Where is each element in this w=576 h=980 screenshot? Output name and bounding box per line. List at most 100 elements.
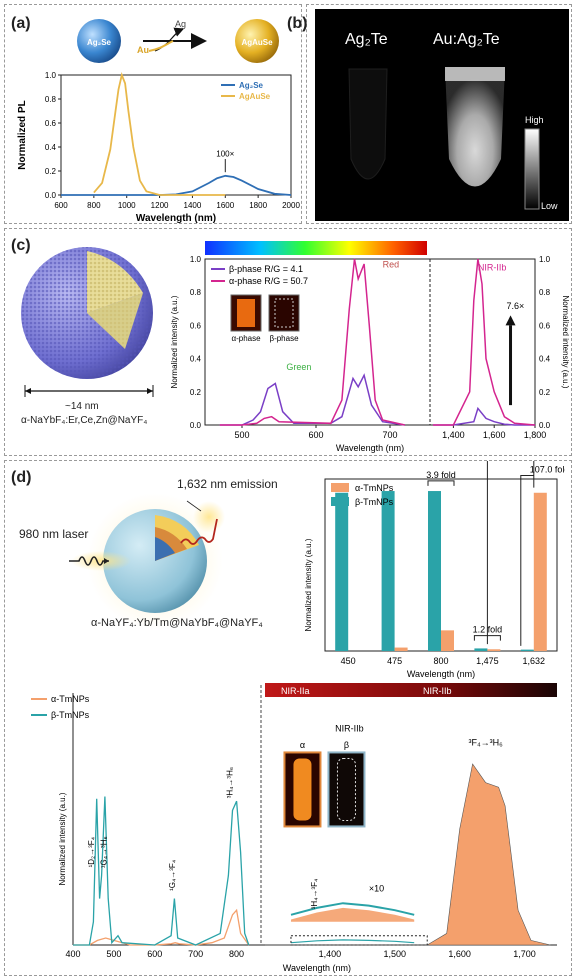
photo-b: Ag₂Te Au:Ag₂Te High Low (315, 9, 569, 221)
zoom-box-d2 (290, 935, 428, 946)
fold-label-c: 7.6× (506, 301, 524, 311)
au-ag2te-title: Au:Ag₂Te (433, 31, 500, 48)
y-axis-title-a: Normalized PL (17, 100, 28, 169)
inset-alpha-label-d2: α (300, 740, 305, 750)
x-tick-label-d2: 600 (147, 949, 162, 959)
bar-alpha-d1 (394, 647, 408, 651)
bar-beta-d1 (335, 492, 349, 651)
x-tick-label-c: 500 (234, 430, 249, 440)
series-line-d2 (73, 908, 250, 946)
x-tick-label-c: 1,800 (524, 430, 547, 440)
inset-title-d2: NIR-IIb (335, 724, 364, 734)
y-tick-label-a: 0.6 (45, 119, 57, 128)
fold-label-d1: 1.2 fold (473, 625, 503, 635)
annotation-label-a: 100× (216, 150, 234, 159)
beta-nir-line-d2 (290, 939, 415, 944)
x-tick-label-d2: 700 (188, 949, 203, 959)
legend-label-d2: α-TmNPs (51, 694, 90, 704)
peak-label-d2: ¹D₂→³F₄ (87, 837, 96, 867)
x-tick-label-d2: 1,600 (448, 949, 471, 959)
bar-beta-d1 (428, 491, 441, 651)
x-tick-label-d1: 475 (387, 656, 402, 666)
agause-sphere (235, 19, 279, 63)
peak-label-d2: ³H₄→³H₆ (225, 767, 234, 798)
x-tick-label-c: 1,400 (442, 430, 465, 440)
y-tick-label-c: 0.8 (190, 288, 202, 297)
x-tick-label-a: 2000 (282, 201, 300, 210)
scale-high: High (525, 115, 544, 125)
panel-d: (d) 1,632 nm emission 980 nm laser α-NaY… (4, 460, 572, 976)
x-tick-label-a: 1200 (151, 201, 169, 210)
y-tick-label-a: 0.4 (45, 143, 57, 152)
panel-a-scheme: Ag₂Se AgAuSe Ag Au (77, 19, 279, 63)
series-line-d2 (73, 796, 250, 946)
y-tick-label-a: 0.2 (45, 167, 57, 176)
tube-au-ag2te (445, 67, 505, 187)
band-label-d2: NIR-IIb (423, 686, 452, 696)
inset-beta-label-c: β-phase (269, 334, 299, 343)
scale-low: Low (541, 201, 558, 211)
inset-beta-label-d2: β (344, 740, 349, 750)
inset-alpha-glow-c (237, 299, 255, 327)
y-axis-title-d2: Normalized intensity (a.u.) (58, 792, 67, 885)
series-line-a (93, 71, 226, 196)
legend-swatch-d1 (331, 483, 349, 492)
laser-wave (69, 556, 109, 566)
legend-label-d1: β-TmNPs (355, 497, 394, 507)
laser-label: 980 nm laser (19, 527, 89, 541)
zoom-alpha-area-d2 (290, 907, 415, 922)
size-label: ~14 nm (65, 401, 99, 412)
legend-label-c: β-phase R/G = 4.1 (229, 264, 303, 274)
nir-band-d2 (265, 683, 557, 697)
x-tick-label-d2: 1,700 (513, 949, 536, 959)
panel-b: Ag₂Te Au:Ag₂Te High Low (b) (287, 4, 572, 224)
inset-beta-d2 (327, 751, 366, 828)
series-line-c (219, 373, 405, 426)
x-tick-label-d1: 800 (433, 656, 448, 666)
nir-label-c: NIR-IIb (478, 263, 507, 273)
nanoparticle-c (21, 247, 154, 397)
color-bar-c (205, 241, 427, 255)
panel-a: (a) Ag₂Se AgAuSe Ag Au 600 800 1000 1200 140… (4, 4, 302, 224)
tube-ag2te (348, 68, 388, 180)
emission-wave (180, 518, 218, 545)
bar-beta-d1 (474, 648, 488, 651)
y-tick-label-a: 1.0 (45, 71, 57, 80)
series-line-c (433, 406, 535, 426)
red-label-c: Red (383, 259, 400, 269)
y-tick-label-c: 0.0 (190, 421, 202, 430)
x10-label-d2: ×10 (369, 884, 384, 894)
legend-label-a: Ag₂Se (239, 81, 264, 90)
x-axis-title-d1: Wavelength (nm) (407, 669, 475, 679)
inset-beta-outline-d2 (336, 757, 356, 821)
y-tick-label-right-c: 0.0 (539, 421, 551, 430)
arrow-au-label: Au (137, 45, 149, 55)
inset-alpha-label-c: α-phase (231, 334, 261, 343)
band-label-d2: NIR-IIa (281, 686, 310, 696)
x-axis-title-c: Wavelength (nm) (336, 443, 404, 453)
inset-beta-outline-c (274, 298, 294, 328)
x-tick-label-d2: 500 (106, 949, 121, 959)
y-tick-label-c: 0.2 (190, 388, 202, 397)
fold-label-d1: 3.9 fold (426, 470, 456, 480)
emission-label: 1,632 nm emission (177, 477, 278, 491)
series-line-c (219, 258, 405, 426)
alpha-nir-area-d2 (265, 763, 551, 946)
inset-beta-c (268, 294, 300, 332)
agause-sphere-label: AgAuSe (241, 38, 273, 47)
legend-swatch-d1 (331, 497, 349, 506)
chart-d-bar: 450 475 800 1,475 1,632 Wavelength (nm) Normal… (304, 461, 565, 679)
y-tick-label-right-c: 0.4 (539, 355, 551, 364)
y-tick-label-right-c: 0.2 (539, 388, 551, 397)
x-axis-title-d2: Wavelength (nm) (283, 963, 351, 973)
x-tick-label-d2: 1,400 (319, 949, 342, 959)
bar-alpha-d1 (441, 630, 454, 651)
particle-d-label: α-NaYF₄:Yb/Tm@NaYbF₄@NaYF₄ (91, 617, 263, 629)
legend-label-c: α-phase R/G = 50.7 (229, 276, 308, 286)
legend-label-d2: β-TmNPs (51, 710, 90, 720)
bar-alpha-d1 (533, 492, 547, 651)
peak-label-d2: ³F₄→³H₆ (468, 737, 503, 747)
chart-d-spectrum: NIR-IIa NIR-IIb 400 500 600 700 800 1,400 1,500 1… (31, 683, 557, 973)
fold-bracket-d1 (473, 635, 501, 641)
y-tick-label-c: 0.4 (190, 355, 202, 364)
